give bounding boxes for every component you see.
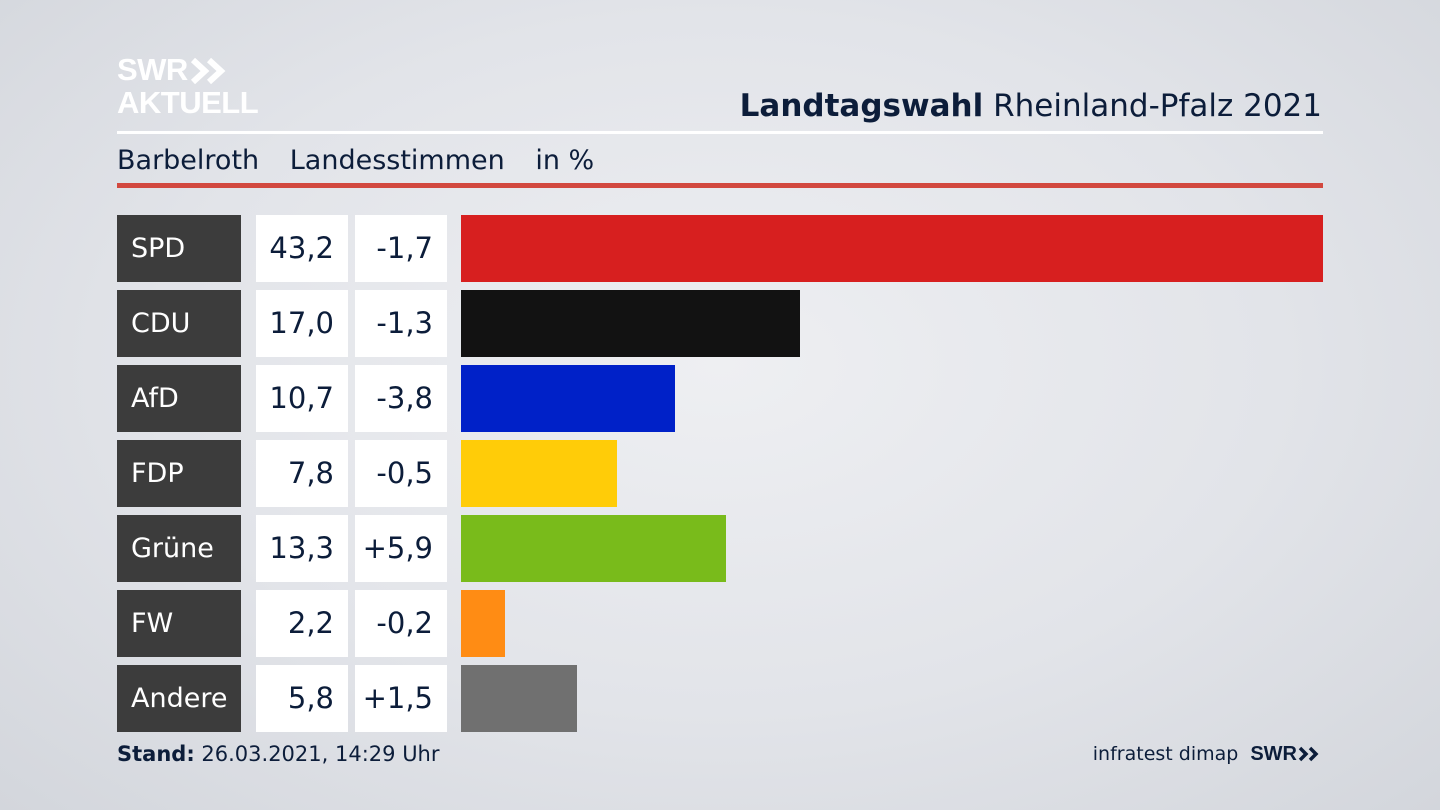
footer-swr-logo: SWR [1250,742,1297,765]
logo-line-aktuell: AKTUELL [117,85,259,120]
page-title: Landtagswahl Rheinland-Pfalz 2021 [740,86,1322,126]
timestamp: Stand: 26.03.2021, 14:29 Uhr [117,740,440,768]
title-bold: Landtagswahl [739,88,984,124]
change-label: -0,2 [355,590,447,657]
value-label: 5,8 [256,665,348,732]
header-divider [117,131,1323,134]
swr-aktuell-logo: SWR AKTUELL [117,54,287,120]
bar [461,440,617,507]
bar [461,365,675,432]
source-credit: infratest dimap SWR [1093,740,1322,768]
change-label: -0,5 [355,440,447,507]
bar [461,665,577,732]
party-label: Andere [117,665,241,732]
bar [461,515,726,582]
change-label: -1,3 [355,290,447,357]
source-label: infratest dimap [1092,743,1239,765]
value-label: 43,2 [256,215,348,282]
party-label: SPD [117,215,241,282]
party-label: AfD [117,365,241,432]
value-label: 17,0 [256,290,348,357]
party-label: Grüne [117,515,241,582]
value-label: 7,8 [256,440,348,507]
party-label: FW [117,590,241,657]
double-chevron-icon [191,58,226,84]
bar [461,590,505,657]
subtitle-measure: Landesstimmen [289,145,505,176]
title-rest: Rheinland-Pfalz 2021 [993,88,1322,124]
logo-line-swr: SWR [117,52,188,87]
subtitle-unit: in % [535,145,595,176]
subtitle-place: Barbelroth [117,145,260,176]
party-label: CDU [117,290,241,357]
footer-double-chevron-icon [1298,746,1319,762]
value-label: 13,3 [256,515,348,582]
bar [461,215,1323,282]
timestamp-value: 26.03.2021, 14:29 Uhr [201,742,440,766]
change-label: +5,9 [355,515,447,582]
change-label: -1,7 [355,215,447,282]
party-label: FDP [117,440,241,507]
accent-divider [117,183,1323,188]
value-label: 2,2 [256,590,348,657]
change-label: -3,8 [355,365,447,432]
bar [461,290,800,357]
value-label: 10,7 [256,365,348,432]
subtitle: Barbelroth Landesstimmen in % [117,144,616,178]
change-label: +1,5 [355,665,447,732]
timestamp-label: Stand: [117,742,195,766]
